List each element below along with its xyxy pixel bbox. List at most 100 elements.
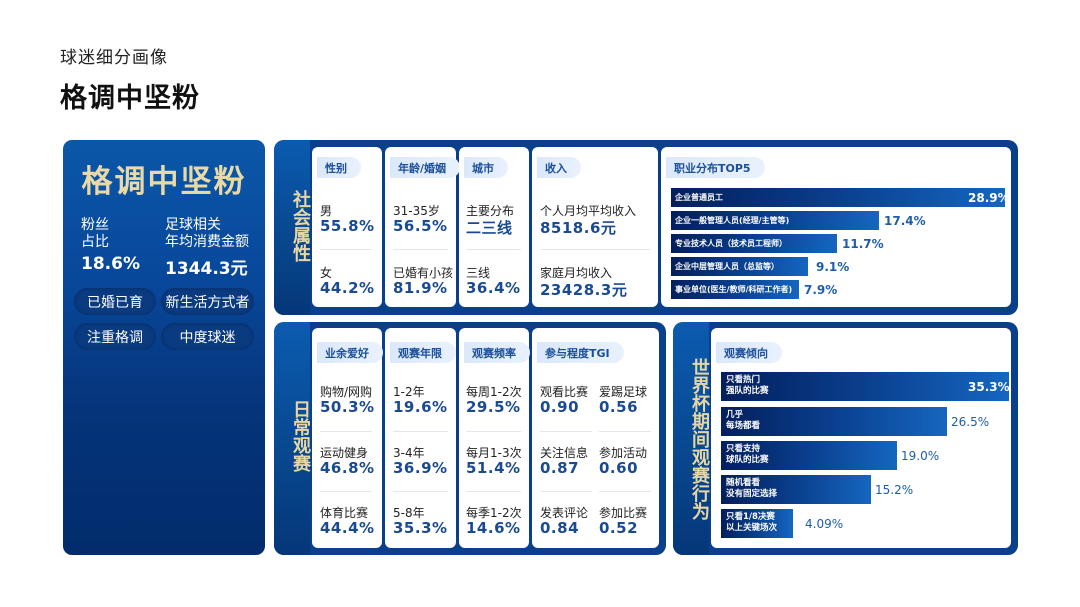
personal-income-label: 个人月均平均收入 bbox=[540, 204, 637, 218]
hobby-2-value: 46.8% bbox=[320, 459, 375, 477]
occupation-bar-1-value: 28.9% bbox=[968, 191, 1010, 205]
divider bbox=[320, 491, 372, 492]
freq-2-value: 51.4% bbox=[466, 459, 521, 477]
page-title: 格调中坚粉 bbox=[60, 83, 200, 114]
occupation-bar-3: 专业技术人员（技术员工程师） bbox=[671, 234, 837, 253]
gender-female-label: 女 bbox=[320, 266, 333, 280]
occupation-bar-1: 企业普通员工 bbox=[671, 188, 1005, 207]
family-income-value: 23428.3元 bbox=[540, 281, 628, 299]
age-value: 56.5% bbox=[393, 217, 448, 235]
hobby-1-value: 50.3% bbox=[320, 398, 375, 416]
daily-side-bar: 日常观赛 bbox=[274, 322, 311, 555]
annual-spend-value: 1344.3元 bbox=[165, 259, 248, 279]
tendency-bar-2-value: 26.5% bbox=[951, 415, 990, 429]
divider bbox=[599, 491, 651, 492]
hobby-2-label: 运动健身 bbox=[320, 446, 369, 460]
hobby-1-label: 购物/网购 bbox=[320, 385, 373, 399]
tgi-watch-value: 0.90 bbox=[540, 398, 580, 416]
gender-male-label: 男 bbox=[320, 204, 333, 218]
tgi-match-value: 0.52 bbox=[599, 519, 639, 537]
viewing-frequency-chip: 观赛频率 bbox=[464, 342, 530, 363]
tgi-comment-value: 0.84 bbox=[540, 519, 580, 537]
freq-2-label: 每月1-3次 bbox=[466, 446, 522, 460]
divider bbox=[393, 491, 448, 492]
social-side-label: 社会属性 bbox=[290, 190, 311, 262]
social-side-bar: 社会属性 bbox=[274, 140, 311, 315]
divider bbox=[466, 491, 521, 492]
years-3-value: 35.3% bbox=[393, 519, 448, 537]
worldcup-panel: 世界杯期间观赛行为 观赛倾向 只看热门 强队的比赛 35.3% 几乎 每场都看 … bbox=[673, 322, 1018, 555]
divider bbox=[393, 431, 448, 432]
occupation-bar-5: 事业单位(医生/教师/科研工作者) bbox=[671, 280, 799, 299]
fan-ratio-label-line1: 粉丝 bbox=[81, 217, 109, 233]
fan-ratio-label: 粉丝 占比 bbox=[81, 217, 109, 251]
hobby-3-value: 44.4% bbox=[320, 519, 375, 537]
occupation-bar-2-value: 17.4% bbox=[884, 214, 926, 228]
family-income-label: 家庭月均收入 bbox=[540, 266, 613, 280]
occupation-card: 职业分布TOP5 企业普通员工 28.9% 企业一般管理人员(经理/主管等) 1… bbox=[661, 147, 1011, 307]
gender-card: 性别 男 55.8% 女 44.2% bbox=[312, 147, 382, 307]
age-label: 31-35岁 bbox=[393, 204, 440, 218]
tgi-watch-label: 观看比赛 bbox=[540, 385, 589, 399]
freq-1-value: 29.5% bbox=[466, 398, 521, 416]
years-2-label: 3-4年 bbox=[393, 446, 425, 460]
occupation-bar-label: 事业单位(医生/教师/科研工作者) bbox=[675, 285, 793, 294]
social-attributes-panel: 社会属性 性别 男 55.8% 女 44.2% 年龄/婚姻 31-35岁 56.… bbox=[274, 140, 1018, 315]
tendency-bar-5: 只看1/8决赛 以上关键场次 bbox=[721, 509, 793, 538]
divider bbox=[599, 431, 651, 432]
freq-1-label: 每周1-2次 bbox=[466, 385, 522, 399]
tendency-bar-1-value: 35.3% bbox=[968, 380, 1010, 394]
gender-male-value: 55.8% bbox=[320, 217, 375, 235]
tgi-play-label: 爱踢足球 bbox=[599, 385, 648, 399]
worldcup-side-bar: 世界杯期间观赛行为 bbox=[673, 322, 710, 555]
tgi-follow-value: 0.87 bbox=[540, 459, 580, 477]
gender-female-value: 44.2% bbox=[320, 279, 375, 297]
summary-title: 格调中坚粉 bbox=[81, 164, 247, 200]
age-marriage-chip: 年龄/婚姻 bbox=[390, 157, 461, 178]
years-2-value: 36.9% bbox=[393, 459, 448, 477]
occupation-bar-4: 企业中层管理人员（总监等） bbox=[671, 257, 808, 276]
tgi-comment-label: 发表评论 bbox=[540, 506, 589, 520]
daily-viewing-panel: 日常观赛 业余爱好 购物/网购 50.3% 运动健身 46.8% 体育比赛 44… bbox=[274, 322, 666, 555]
occupation-bar-4-value: 9.1% bbox=[816, 260, 850, 274]
annual-spend-label: 足球相关 年均消费金额 bbox=[165, 217, 249, 251]
tag-new-lifestyle: 新生活方式者 bbox=[161, 288, 254, 315]
viewing-tendency-card: 观赛倾向 只看热门 强队的比赛 35.3% 几乎 每场都看 26.5% 只看支持… bbox=[711, 328, 1011, 548]
divider bbox=[320, 249, 372, 250]
divider bbox=[540, 249, 650, 250]
gender-chip: 性别 bbox=[317, 157, 361, 178]
tag-moderate-fan: 中度球迷 bbox=[161, 323, 254, 350]
occupation-bar-2: 企业一般管理人员(经理/主管等) bbox=[671, 211, 879, 230]
occupation-bar-label: 专业技术人员（技术员工程师） bbox=[675, 239, 787, 248]
viewing-frequency-card: 观赛频率 每周1-2次 29.5% 每月1-3次 51.4% 每季1-2次 14… bbox=[459, 328, 530, 548]
marriage-value: 81.9% bbox=[393, 279, 448, 297]
hobby-3-label: 体育比赛 bbox=[320, 506, 369, 520]
tgi-chip: 参与程度TGI bbox=[537, 342, 624, 363]
divider bbox=[466, 431, 521, 432]
city-tier3-label: 三线 bbox=[466, 266, 491, 280]
annual-spend-label-line1: 足球相关 bbox=[165, 217, 221, 233]
page-subtitle: 球迷细分画像 bbox=[60, 48, 168, 68]
viewing-years-card: 观赛年限 1-2年 19.6% 3-4年 36.9% 5-8年 35.3% bbox=[385, 328, 456, 548]
viewing-years-chip: 观赛年限 bbox=[390, 342, 456, 363]
city-chip: 城市 bbox=[464, 157, 508, 178]
tgi-play-value: 0.56 bbox=[599, 398, 639, 416]
tendency-bar-4-value: 15.2% bbox=[875, 483, 914, 497]
hobby-card: 业余爱好 购物/网购 50.3% 运动健身 46.8% 体育比赛 44.4% bbox=[312, 328, 383, 548]
tgi-follow-label: 关注信息 bbox=[540, 446, 589, 460]
tag-married: 已婚已育 bbox=[74, 288, 156, 315]
freq-3-value: 14.6% bbox=[466, 519, 521, 537]
annual-spend-label-line2: 年均消费金额 bbox=[165, 234, 249, 250]
years-3-label: 5-8年 bbox=[393, 506, 425, 520]
divider bbox=[540, 491, 592, 492]
tgi-match-label: 参加比赛 bbox=[599, 506, 648, 520]
freq-3-label: 每季1-2次 bbox=[466, 506, 522, 520]
years-1-value: 19.6% bbox=[393, 398, 448, 416]
viewing-tendency-chip: 观赛倾向 bbox=[716, 342, 782, 363]
income-card: 收入 个人月均平均收入 8518.6元 家庭月均收入 23428.3元 bbox=[532, 147, 658, 307]
city-main-label: 主要分布 bbox=[466, 204, 515, 218]
city-tier3-value: 36.4% bbox=[466, 279, 521, 297]
tgi-card: 参与程度TGI 观看比赛 0.90 爱踢足球 0.56 关注信息 0.87 参加… bbox=[532, 328, 659, 548]
occupation-bar-5-value: 7.9% bbox=[804, 283, 838, 297]
tgi-activity-label: 参加活动 bbox=[599, 446, 648, 460]
